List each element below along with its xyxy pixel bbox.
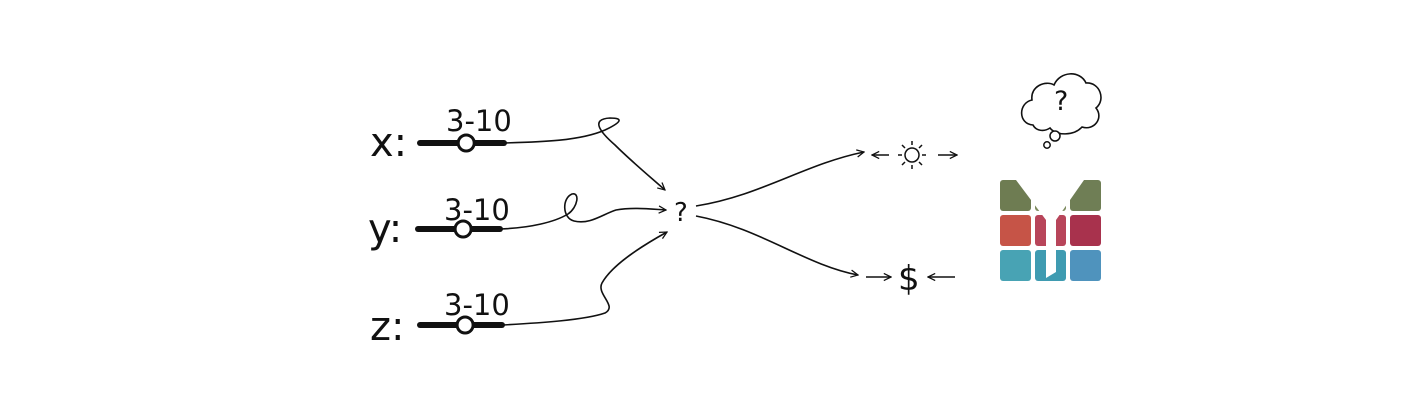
slider-x[interactable] [417, 133, 507, 153]
grid-tile [1070, 215, 1101, 246]
grid-tile [1000, 215, 1031, 246]
filter-funnel-icon [1016, 180, 1084, 278]
grid-tile [1000, 250, 1031, 281]
sun-icon [898, 141, 926, 169]
slider-x-knob[interactable] [456, 133, 476, 153]
curve-y-to-center [499, 193, 666, 230]
param-x-range: 3-10 [446, 104, 512, 138]
curve-z-to-center [501, 231, 667, 326]
param-y-range: 3-10 [444, 193, 510, 227]
param-y-label: y: [368, 206, 402, 252]
thought-question-mark: ? [1054, 86, 1068, 117]
slider-z[interactable] [417, 315, 505, 335]
param-z-range: 3-10 [444, 288, 510, 322]
curve-center-to-dollar [695, 215, 858, 275]
dollar-icon: $ [898, 259, 920, 299]
curve-x-to-center [503, 117, 665, 190]
thought-cloud-icon [1020, 73, 1102, 149]
grid-tile [1070, 250, 1101, 281]
center-question-mark: ? [674, 198, 688, 228]
slider-y[interactable] [415, 219, 503, 239]
slider-z-knob[interactable] [455, 315, 475, 335]
param-x-label: x: [370, 120, 407, 166]
slider-y-knob[interactable] [453, 219, 473, 239]
param-z-label: z: [370, 304, 404, 350]
curve-center-to-sun [695, 152, 864, 207]
